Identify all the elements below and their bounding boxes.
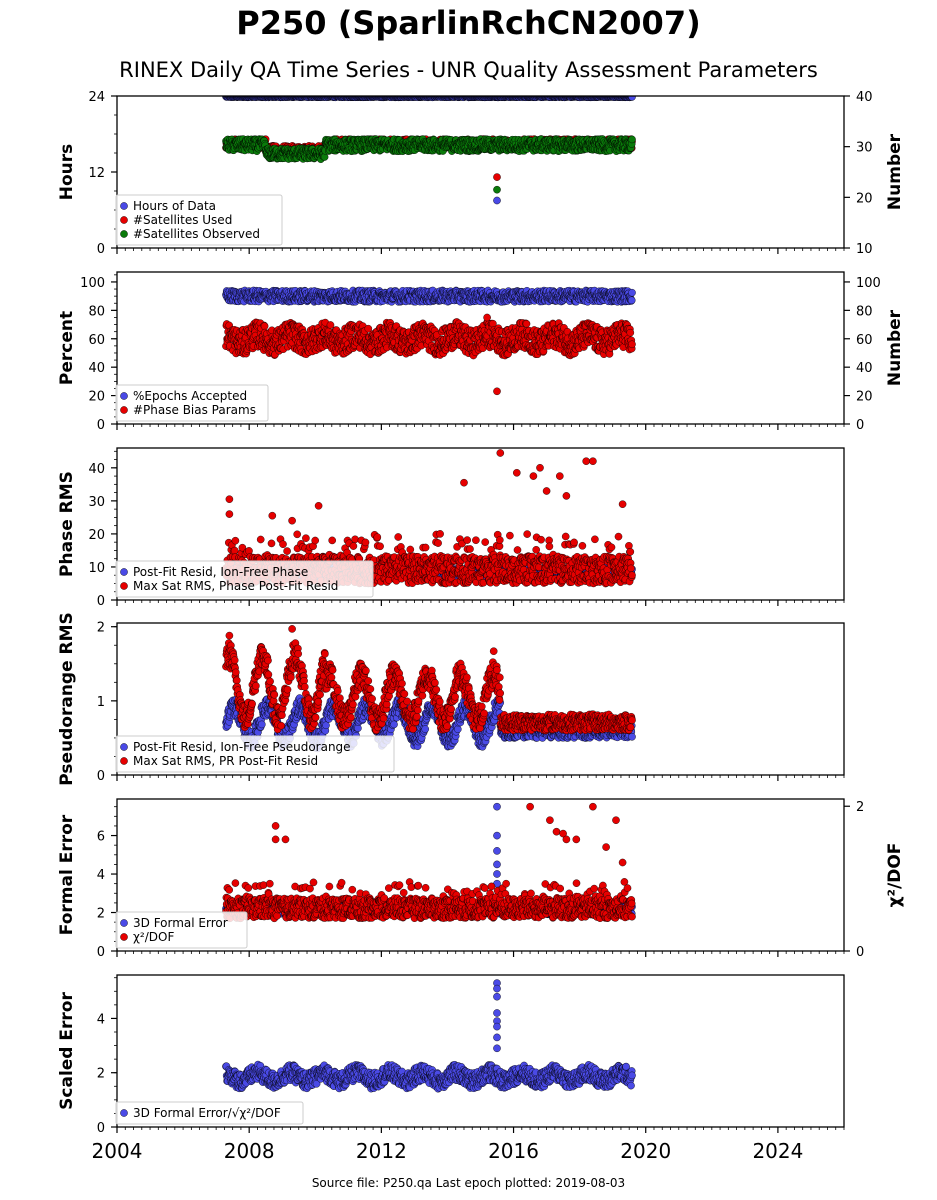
- y-axis-label-right: Number: [885, 133, 905, 210]
- legend-entry: #Satellites Observed: [133, 227, 260, 241]
- ytick-right-label: 10: [856, 242, 873, 257]
- data-point: [628, 135, 636, 144]
- chart-title: P250 (SparlinRchCN2007): [236, 4, 701, 42]
- ytick-right-label: 40: [856, 90, 873, 105]
- outlier-point: [493, 173, 501, 181]
- ytick-label: 24: [88, 90, 105, 105]
- data-point: [628, 96, 636, 101]
- legend-marker: [120, 202, 128, 210]
- panel-1-markers: [222, 96, 636, 205]
- data-point: [627, 296, 636, 305]
- legend-entry: Hours of Data: [133, 199, 216, 213]
- panel-1: [111, 95, 850, 254]
- outlier-point: [493, 196, 501, 205]
- data-point: [628, 288, 636, 297]
- legend-entry: #Satellites Used: [133, 213, 232, 227]
- outlier-point: [493, 185, 501, 194]
- ytick-right-label: 30: [856, 141, 873, 156]
- panel-2-markers: [222, 286, 636, 396]
- chart-subtitle: RINEX Daily QA Time Series - UNR Quality…: [119, 58, 818, 82]
- legend-marker: [120, 230, 128, 238]
- data-point: [260, 322, 269, 331]
- y-axis-label: Hours: [57, 144, 77, 201]
- ytick-right-label: 20: [856, 191, 873, 206]
- ytick-label: 12: [88, 166, 105, 181]
- ytick-label: 0: [97, 242, 105, 257]
- legend-marker: [120, 216, 128, 224]
